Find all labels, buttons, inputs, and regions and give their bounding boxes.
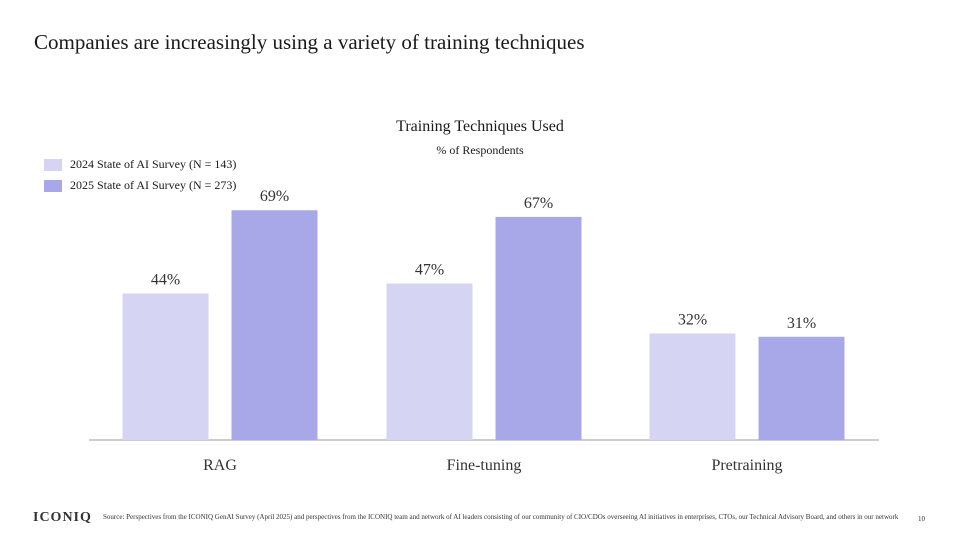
chart-legend: 2024 State of AI Survey (N = 143) 2025 S… — [44, 154, 236, 196]
data-label-pretraining-series-1: 31% — [787, 315, 816, 332]
data-label-rag-series-0: 44% — [151, 271, 180, 288]
chart-title: Training Techniques Used — [396, 118, 564, 135]
category-label-rag: RAG — [203, 457, 237, 474]
category-label-pretraining: Pretraining — [711, 457, 782, 474]
data-label-rag-series-1: 69% — [260, 188, 289, 205]
bar-pretraining-series-0 — [649, 333, 736, 440]
source-note: Source: Perspectives from the ICONIQ Gen… — [103, 513, 899, 521]
iconiq-logo: ICONIQ — [33, 510, 92, 525]
legend-item-2024: 2024 State of AI Survey (N = 143) — [44, 154, 236, 175]
bar-fine-tuning-series-1 — [495, 216, 582, 440]
category-label-fine-tuning: Fine-tuning — [447, 457, 522, 474]
data-label-fine-tuning-series-0: 47% — [415, 261, 444, 278]
data-label-pretraining-series-0: 32% — [678, 311, 707, 328]
data-label-fine-tuning-series-1: 67% — [524, 195, 553, 212]
page-number: 10 — [918, 515, 925, 523]
legend-label-2024: 2024 State of AI Survey (N = 143) — [70, 157, 237, 171]
chart-subtitle: % of Respondents — [436, 143, 524, 157]
legend-item-2025: 2025 State of AI Survey (N = 273) — [44, 175, 236, 196]
page-title: Companies are increasingly using a varie… — [34, 30, 585, 54]
bar-pretraining-series-1 — [758, 336, 845, 440]
bar-rag-series-1 — [231, 210, 318, 440]
legend-swatch-2025 — [44, 179, 62, 192]
bar-rag-series-0 — [122, 293, 209, 440]
legend-label-2025: 2025 State of AI Survey (N = 273) — [70, 178, 237, 192]
legend-swatch-2024 — [44, 158, 62, 171]
bar-fine-tuning-series-0 — [386, 283, 473, 440]
